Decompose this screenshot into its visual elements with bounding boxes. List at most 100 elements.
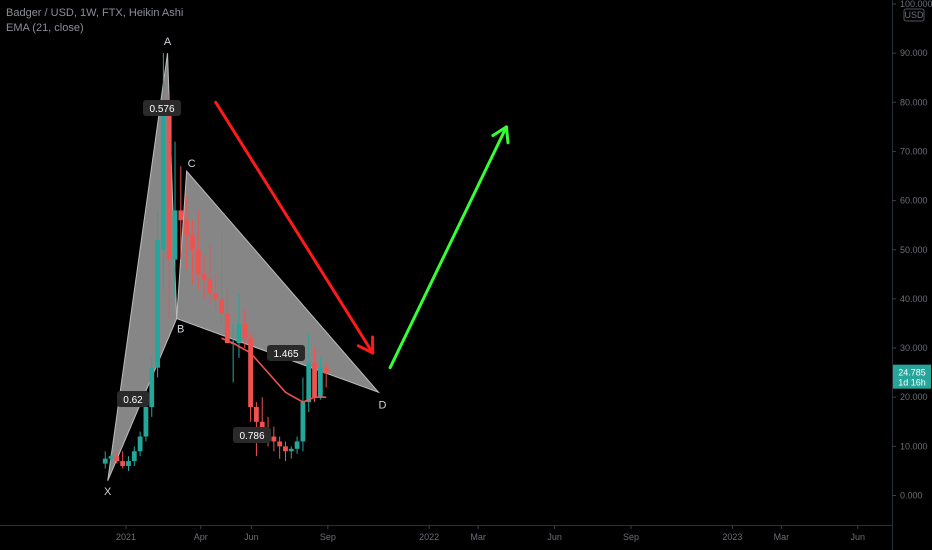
candle-body	[271, 436, 277, 442]
candle-body	[259, 421, 265, 432]
candle-body	[108, 456, 114, 459]
current-price-value: 24.785	[898, 368, 926, 378]
x-tick-label: Sep	[623, 532, 639, 542]
candle	[114, 452, 120, 464]
ratio-label-text: 0.62	[123, 395, 143, 406]
candle	[271, 426, 277, 452]
candle-body	[114, 456, 120, 462]
ratio-label: 0.576	[143, 100, 181, 116]
candle-body	[137, 436, 143, 452]
ratio-label-box	[117, 391, 149, 407]
candle	[283, 441, 288, 462]
candle	[195, 210, 201, 290]
candle-body	[126, 461, 131, 467]
candle-body	[143, 407, 149, 437]
y-tick-label: 100.000	[900, 0, 932, 9]
candle	[248, 333, 253, 422]
candle	[149, 357, 155, 417]
bar-countdown: 1d 16h	[898, 378, 926, 388]
pattern-point-label: X	[104, 486, 112, 498]
candle	[102, 451, 108, 469]
candle-body	[184, 220, 190, 236]
y-tick-label: 20.000	[900, 392, 928, 402]
candle	[166, 92, 172, 319]
x-tick-label: 2023	[722, 532, 742, 542]
ratio-label-text: 0.576	[149, 104, 174, 115]
candle	[207, 244, 213, 304]
ema-line	[221, 337, 327, 404]
candle-body	[224, 313, 230, 344]
candle-body	[242, 323, 248, 339]
y-tick-label: 50.000	[900, 245, 928, 255]
candle	[201, 254, 207, 299]
x-tick-label: Jun	[851, 532, 866, 542]
ratio-label: 1.465	[267, 345, 305, 361]
candle	[242, 308, 248, 349]
candle	[178, 166, 184, 260]
candle-body	[131, 451, 137, 462]
ratio-label-text: 1.465	[273, 349, 298, 360]
ratio-label: 0.62	[117, 391, 149, 407]
candle-body	[195, 249, 201, 275]
candle	[312, 348, 317, 403]
pattern-point-label: A	[164, 36, 172, 48]
candle-body	[294, 441, 300, 449]
y-tick-label: 90.000	[900, 48, 928, 58]
y-tick-label: 80.000	[900, 97, 928, 107]
candle	[323, 362, 329, 388]
currency-badge-frame	[903, 8, 925, 22]
currency-badge[interactable]: USD	[903, 8, 925, 22]
candle-body	[317, 367, 323, 398]
ratio-label: 0.786	[233, 427, 271, 443]
candle	[172, 141, 178, 299]
ratio-label-text: 0.786	[239, 431, 264, 442]
candle	[300, 377, 306, 452]
currency-badge-text: USD	[904, 10, 924, 20]
candle-body	[323, 367, 329, 374]
x-tick-label: 2021	[116, 532, 136, 542]
candle	[137, 431, 143, 457]
y-tick-label: 0.000	[900, 491, 923, 501]
bearish-arrow-head	[356, 335, 375, 355]
pattern-point-label: D	[379, 399, 387, 411]
candle-body	[288, 448, 294, 452]
candle-body	[236, 323, 242, 344]
bullish-arrow-shaft	[388, 125, 508, 370]
bearish-arrow-shaft	[214, 100, 375, 355]
candle-body	[155, 239, 160, 368]
current-price-badge-bg	[893, 364, 931, 389]
candle-body	[213, 293, 219, 299]
candle-body	[160, 102, 166, 250]
candle-body	[120, 461, 126, 467]
indicator-label[interactable]: EMA (21, close)	[6, 22, 84, 34]
candle-body	[178, 210, 184, 221]
x-tick-label: Apr	[194, 532, 208, 542]
candle-body	[254, 407, 259, 422]
candle	[184, 195, 190, 270]
ratio-label-box	[233, 427, 271, 443]
pattern-point-label: C	[188, 158, 196, 170]
pattern-triangle-xab	[107, 53, 178, 481]
pattern-point-label: B	[177, 324, 184, 336]
candle	[155, 210, 160, 378]
candle-body	[219, 298, 224, 314]
candle-body	[283, 446, 288, 452]
symbol-title[interactable]: Badger / USD, 1W, FTX, Heikin Ashi	[6, 7, 184, 19]
candle	[160, 53, 166, 290]
bearish-arrow	[214, 100, 375, 355]
candle-body	[248, 338, 253, 408]
candle	[120, 451, 126, 469]
candle	[277, 436, 283, 459]
candle	[213, 274, 219, 309]
ratio-label-box	[143, 100, 181, 116]
ratio-label-box	[267, 345, 305, 361]
candle	[126, 456, 131, 471]
y-tick-label: 40.000	[900, 294, 928, 304]
y-tick-label: 30.000	[900, 343, 928, 353]
x-tick-label: Sep	[320, 532, 336, 542]
candle-body	[172, 210, 178, 260]
candle	[190, 220, 195, 285]
x-tick-label: Jun	[244, 532, 259, 542]
